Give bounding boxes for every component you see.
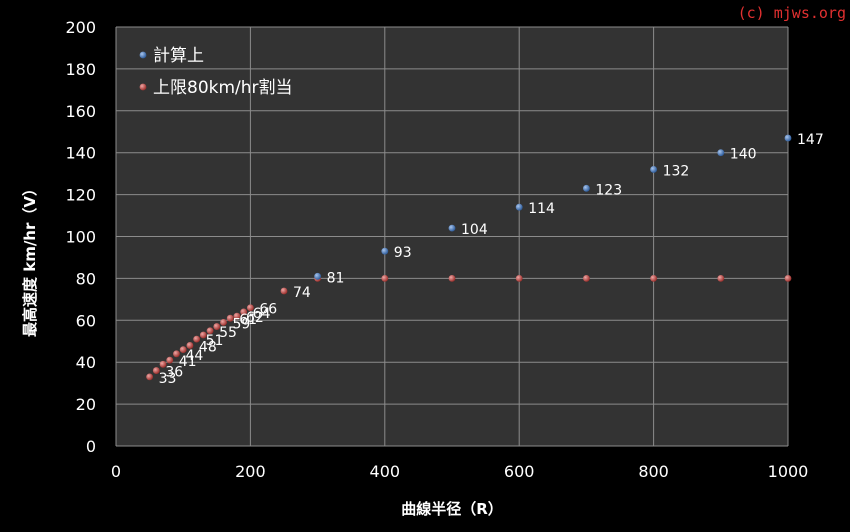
data-point-calculated (717, 149, 725, 157)
data-label: 36 (165, 365, 183, 381)
data-point-capped (193, 335, 201, 343)
y-tick-label: 0 (86, 437, 96, 456)
data-point-capped (199, 331, 207, 339)
x-tick-label: 400 (370, 462, 401, 481)
y-tick-label: 20 (76, 395, 96, 414)
data-point-capped (206, 327, 214, 335)
y-tick-label: 40 (76, 353, 96, 372)
y-tick-label: 80 (76, 269, 96, 288)
x-tick-label: 200 (235, 462, 266, 481)
data-point-capped (583, 275, 590, 282)
legend-marker (139, 83, 147, 91)
data-label: 132 (663, 163, 690, 179)
gridlines (115, 26, 789, 447)
legend-label: 上限80km/hr割当 (153, 78, 293, 98)
data-point-capped (233, 312, 241, 320)
data-point-calculated (381, 247, 389, 255)
data-point-capped (515, 275, 523, 282)
data-label: 93 (394, 245, 412, 261)
data-label: 66 (259, 302, 277, 318)
data-point-capped (220, 318, 227, 326)
data-point-capped (146, 373, 154, 381)
data-label: 104 (461, 222, 488, 238)
data-point-capped (784, 275, 792, 282)
data-label: 74 (293, 285, 311, 301)
x-tick-label: 600 (504, 462, 535, 481)
legend-marker (139, 51, 147, 59)
data-point-capped (179, 346, 187, 354)
data-point-capped (381, 275, 389, 282)
data-label: 81 (327, 270, 345, 286)
data-label: 62 (246, 310, 264, 326)
data-point-capped (152, 367, 160, 374)
x-tick-label: 1000 (768, 462, 809, 481)
data-point-capped (226, 314, 234, 322)
y-axis-title: 最高速度 km/hr（V） (21, 181, 39, 337)
data-point-calculated (650, 166, 657, 173)
legend-label: 計算上 (153, 46, 204, 66)
data-point-capped (186, 342, 194, 349)
data-point-calculated (314, 272, 321, 280)
data-point-capped (240, 308, 248, 316)
data-point-calculated (583, 184, 590, 192)
data-points (146, 134, 792, 381)
data-point-capped (213, 323, 221, 330)
data-point-capped (280, 287, 288, 295)
data-point-capped (159, 360, 167, 368)
data-label: 48 (199, 339, 217, 355)
x-tick-label: 800 (638, 462, 669, 481)
data-point-capped (448, 275, 456, 282)
tick-labels: 0 20 40 60 80 100 120 140 160 180 200 0 200 400 600 800… (65, 18, 808, 481)
data-label: 55 (219, 325, 237, 341)
data-point-capped (247, 304, 254, 312)
data-label: 51 (206, 333, 224, 349)
y-tick-label: 180 (65, 60, 96, 79)
x-axis-title: 曲線半径（R） (401, 500, 503, 518)
y-tick-label: 200 (65, 18, 96, 37)
data-label: 123 (595, 182, 622, 198)
data-label: 147 (797, 132, 824, 148)
y-tick-label: 60 (76, 311, 96, 330)
data-point-calculated (448, 224, 456, 232)
y-tick-label: 160 (65, 102, 96, 121)
data-point-capped (166, 356, 174, 364)
x-tick-label: 0 (111, 462, 121, 481)
y-tick-label: 140 (65, 144, 96, 163)
y-tick-label: 120 (65, 186, 96, 205)
data-label: 61 (239, 312, 257, 328)
data-label: 114 (528, 201, 555, 217)
data-point-calculated (515, 203, 523, 211)
data-point-capped (717, 275, 725, 282)
data-label: 33 (159, 371, 177, 387)
data-point-capped (173, 350, 180, 358)
data-point-calculated (784, 134, 792, 142)
data-label: 44 (185, 348, 203, 364)
data-label: 59 (233, 316, 251, 332)
y-tick-label: 100 (65, 228, 96, 247)
data-label: 140 (730, 147, 757, 163)
data-label: 64 (253, 306, 271, 322)
data-label: 41 (179, 354, 197, 370)
copyright-notice: (c) mjws.org (738, 4, 846, 22)
data-point-capped (650, 275, 657, 282)
